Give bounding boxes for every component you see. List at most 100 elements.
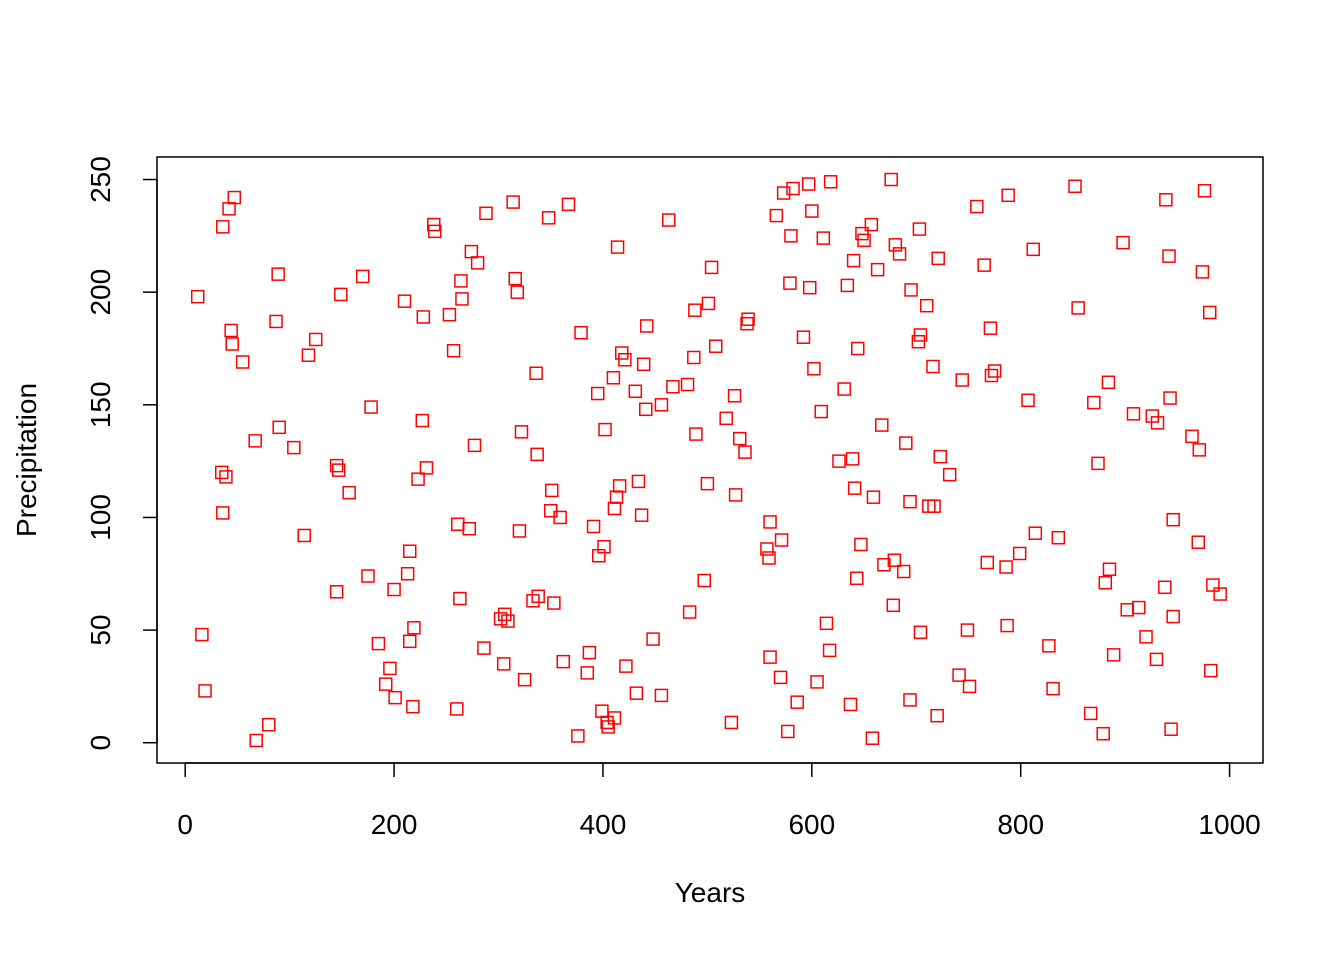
point [397, 294, 412, 308]
point [911, 334, 926, 349]
point [467, 438, 482, 453]
point [308, 332, 323, 347]
point [416, 310, 431, 324]
point [1131, 600, 1146, 615]
point [428, 224, 442, 239]
point [331, 463, 346, 477]
point [866, 490, 881, 504]
point [952, 668, 966, 682]
point [760, 542, 774, 556]
point [896, 564, 911, 579]
point [1046, 681, 1060, 696]
point [449, 702, 464, 716]
point [455, 292, 469, 306]
point [864, 217, 879, 232]
point [912, 222, 927, 236]
point [654, 688, 669, 703]
point [822, 643, 837, 658]
point [634, 508, 649, 522]
point [962, 679, 977, 694]
point [512, 524, 527, 538]
point [892, 247, 907, 261]
point [198, 684, 212, 698]
point [1150, 416, 1165, 430]
point [1139, 630, 1153, 644]
point [919, 298, 934, 313]
point [1145, 409, 1160, 423]
point [598, 422, 612, 437]
point [875, 418, 889, 432]
point [955, 373, 969, 387]
point [508, 271, 522, 286]
point [816, 231, 831, 245]
point [700, 476, 715, 491]
point [574, 325, 588, 340]
point [970, 199, 984, 214]
point [1068, 179, 1082, 194]
point [904, 283, 918, 297]
point [342, 485, 356, 500]
y-tick-label: 250 [85, 156, 116, 203]
point [719, 411, 733, 426]
point [1158, 580, 1172, 595]
point [406, 699, 420, 714]
point [606, 371, 621, 385]
point [592, 548, 606, 563]
point [329, 585, 344, 599]
point [387, 582, 401, 597]
point [1164, 722, 1178, 736]
point [884, 172, 898, 187]
point [470, 256, 485, 270]
point [571, 729, 585, 743]
y-tick-label: 150 [85, 381, 116, 428]
point [1087, 395, 1101, 410]
point [215, 465, 229, 480]
point [1106, 648, 1121, 662]
point [666, 380, 680, 394]
y-axis-label: Precipitation [11, 383, 42, 537]
point [530, 447, 544, 462]
point [987, 364, 1002, 378]
point [614, 346, 629, 360]
point [446, 343, 461, 358]
point [556, 654, 571, 669]
point [847, 481, 862, 495]
point [877, 558, 891, 572]
point [629, 686, 644, 700]
point [1000, 618, 1014, 633]
point [724, 715, 739, 730]
point [219, 470, 233, 484]
point [272, 420, 286, 435]
point [227, 190, 242, 205]
point [636, 357, 651, 372]
point [843, 697, 858, 712]
point [784, 229, 798, 243]
point [773, 670, 788, 685]
point [639, 402, 653, 417]
point [776, 186, 791, 200]
point [886, 598, 901, 613]
point [887, 553, 902, 567]
point [1101, 375, 1116, 390]
point [498, 607, 512, 622]
point [733, 431, 747, 446]
point [845, 452, 860, 466]
point [654, 398, 669, 412]
point [701, 296, 716, 311]
point [225, 337, 239, 351]
point [1098, 576, 1113, 590]
point [1051, 530, 1066, 545]
point [661, 213, 676, 227]
point [903, 693, 917, 707]
point [477, 641, 491, 655]
point [930, 708, 944, 723]
point [517, 672, 532, 687]
point [411, 472, 425, 486]
point [249, 733, 263, 748]
point [224, 323, 238, 338]
point [926, 359, 940, 374]
point [271, 267, 285, 281]
point [402, 634, 417, 649]
